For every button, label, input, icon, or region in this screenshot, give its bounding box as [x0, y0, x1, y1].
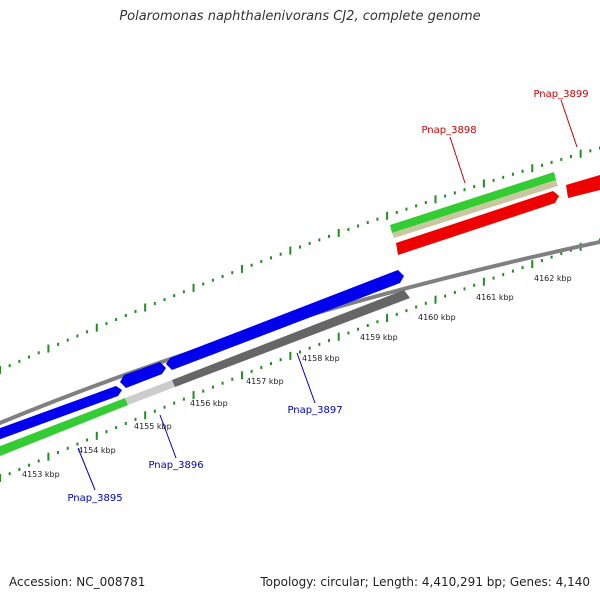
kbp-label: 4158 kbp: [302, 354, 340, 363]
gc-content-segment: [0, 398, 128, 457]
forward-cds-track: [0, 270, 404, 440]
topology-summary: Topology: circular; Length: 4,410,291 bp…: [260, 575, 590, 589]
gene-callouts: Pnap_3895 Pnap_3896 Pnap_3897 Pnap_3898 Pnap…: [67, 89, 588, 504]
kbp-label-group: 4153 kbp 4154 kbp 4155 kbp 4156 kbp 4157 kbp…: [22, 274, 572, 479]
kbp-label: 4162 kbp: [534, 274, 572, 283]
kbp-label: 4153 kbp: [22, 470, 60, 479]
feature-track-lower: [0, 290, 410, 457]
kbp-label: 4154 kbp: [78, 446, 116, 455]
gene-label[interactable]: Pnap_3899: [533, 89, 588, 100]
cds-pnap-3897[interactable]: [166, 270, 404, 370]
feature-track-upper: [390, 172, 600, 255]
gc-content-light-segment: [392, 180, 558, 238]
cds-pnap-3895[interactable]: [0, 386, 122, 440]
gene-label[interactable]: Pnap_3895: [67, 493, 122, 504]
gene-callout-line: [560, 99, 578, 148]
feature-light-gray: [125, 380, 175, 405]
kbp-label: 4156 kbp: [190, 399, 228, 408]
gene-label[interactable]: Pnap_3898: [421, 125, 476, 136]
cds-pnap-3899[interactable]: [566, 175, 600, 198]
map-title: Polaromonas naphthalenivorans CJ2, compl…: [119, 9, 481, 24]
outer-tick-track: [0, 146, 600, 374]
gene-callout-line: [77, 447, 96, 491]
gene-callout-line: [449, 136, 466, 184]
cds-pnap-3896[interactable]: [120, 362, 166, 388]
gene-callout-line: [159, 414, 177, 459]
feature-dark-gray: [172, 290, 410, 387]
kbp-label: 4161 kbp: [476, 293, 514, 302]
kbp-label: 4157 kbp: [246, 377, 284, 386]
cds-pnap-3898[interactable]: [396, 191, 559, 255]
gene-label[interactable]: Pnap_3897: [287, 405, 342, 416]
gene-callout-line: [296, 352, 316, 404]
kbp-label: 4159 kbp: [360, 333, 398, 342]
gene-label[interactable]: Pnap_3896: [148, 460, 203, 471]
kbp-label: 4160 kbp: [418, 313, 456, 322]
gc-content-segment-upper: [390, 172, 556, 233]
accession-text: Accession: NC_008781: [9, 575, 146, 589]
kbp-label: 4155 kbp: [134, 422, 172, 431]
